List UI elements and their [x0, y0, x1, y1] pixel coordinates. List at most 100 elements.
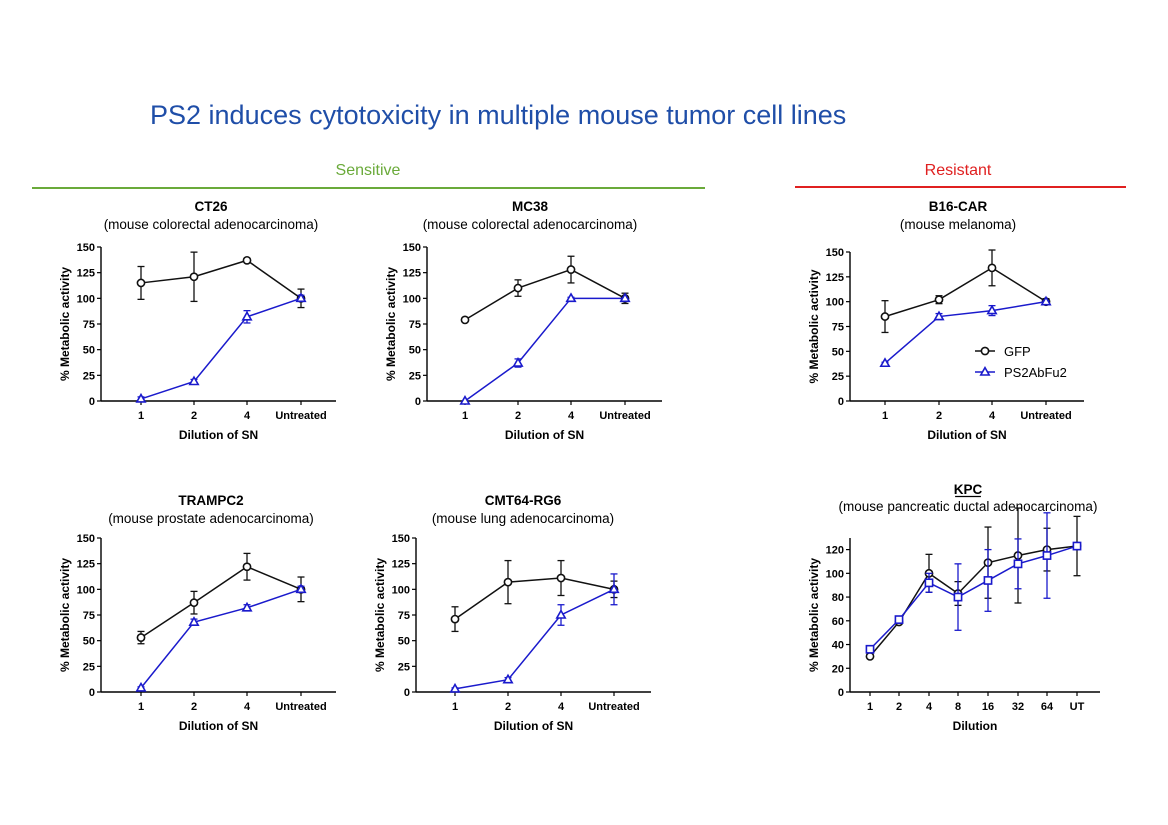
data-point: [555, 608, 567, 619]
data-point: [189, 598, 199, 608]
chart-mc38: MC38(mouse colorectal adenocarcinoma)025…: [384, 199, 662, 442]
slide-title: PS2 induces cytotoxicity in multiple mou…: [150, 100, 846, 130]
x-tick-label: 1: [867, 701, 873, 713]
data-point: [460, 315, 470, 325]
chart-title: B16-CAR: [929, 199, 988, 214]
data-point: [136, 633, 146, 642]
series-gfp: [880, 249, 1051, 334]
data-point: [1040, 295, 1052, 306]
data-point: [513, 283, 523, 293]
x-tick-label: 8: [955, 701, 961, 713]
data-point: [987, 263, 997, 273]
chart-title: CMT64-RG6: [485, 493, 562, 508]
y-tick-label: 0: [838, 396, 844, 408]
chart-title: TRAMPC2: [178, 493, 243, 508]
x-tick-label: 2: [515, 410, 521, 422]
series-line: [140, 588, 302, 689]
y-tick-label: 25: [83, 661, 95, 673]
y-tick-label: 125: [403, 268, 421, 280]
series-line: [464, 268, 626, 321]
series-line: [140, 297, 302, 400]
series-line: [454, 588, 615, 690]
x-tick-label: 2: [896, 701, 902, 713]
data-point: [983, 576, 993, 585]
series-ps2abfu2: [449, 573, 620, 693]
data-point: [295, 292, 307, 303]
chart-ct26: CT26(mouse colorectal adenocarcinoma)025…: [58, 199, 336, 442]
x-tick-label: 2: [191, 410, 197, 422]
legend-ps2-label: PS2AbFu2: [1004, 365, 1067, 380]
x-axis-label: Dilution of SN: [179, 428, 258, 442]
series-gfp: [865, 507, 1082, 661]
y-axis-label: % Metabolic activity: [384, 267, 398, 381]
data-point: [865, 652, 875, 661]
data-point: [512, 356, 524, 367]
chart-subtitle: (mouse lung adenocarcinoma): [432, 511, 614, 526]
y-axis-label: % Metabolic activity: [58, 267, 72, 381]
series-line: [869, 545, 1078, 657]
data-point: [565, 292, 577, 303]
x-tick-label: 1: [882, 410, 888, 422]
x-tick-label: 2: [505, 701, 511, 713]
data-point: [188, 616, 200, 626]
y-tick-label: 120: [826, 545, 844, 557]
x-tick-label: 32: [1012, 701, 1024, 713]
y-tick-label: 150: [77, 242, 95, 254]
data-point: [953, 592, 963, 602]
data-point: [865, 644, 875, 654]
x-tick-label: Untreated: [588, 701, 639, 713]
x-tick-label: 4: [926, 701, 933, 713]
x-tick-label: 1: [452, 701, 458, 713]
section-label-resistant: Resistant: [925, 162, 992, 179]
series-line: [140, 565, 302, 639]
x-tick-label: 1: [462, 410, 468, 422]
y-tick-label: 25: [832, 371, 844, 383]
y-tick-label: 0: [89, 687, 95, 699]
data-point: [934, 295, 944, 305]
y-tick-label: 100: [392, 584, 410, 596]
data-point: [449, 682, 461, 693]
y-tick-label: 25: [409, 370, 421, 382]
y-tick-label: 125: [826, 272, 844, 284]
x-tick-label: Untreated: [275, 410, 326, 422]
data-point: [503, 577, 513, 587]
data-point: [459, 394, 471, 405]
data-point: [189, 272, 199, 282]
y-tick-label: 150: [403, 242, 421, 254]
data-point: [241, 601, 253, 612]
data-point: [242, 255, 252, 265]
series-ps2abfu2: [459, 292, 631, 405]
legend-gfp-marker: [980, 346, 990, 356]
data-point: [1072, 541, 1082, 551]
chart-subtitle: (mouse pancreatic ductal adenocarcinoma): [839, 499, 1098, 514]
x-tick-label: 4: [558, 701, 565, 713]
y-tick-label: 100: [826, 568, 844, 580]
series-line: [140, 259, 302, 299]
y-tick-label: 40: [832, 640, 844, 652]
x-tick-label: 64: [1041, 701, 1054, 713]
x-axis-label: Dilution of SN: [494, 719, 573, 733]
y-tick-label: 0: [89, 396, 95, 408]
chart-b16car: B16-CAR (mouse melanoma) 0 25 50 75 100 125 150 1…: [807, 199, 1084, 442]
y-tick-label: 25: [83, 370, 95, 382]
chart-subtitle: (mouse melanoma): [900, 217, 1016, 232]
y-tick-label: 50: [409, 345, 421, 357]
series-ps2abfu2: [879, 295, 1052, 368]
data-point: [880, 312, 890, 321]
y-tick-label: 125: [77, 559, 95, 571]
y-tick-label: 150: [77, 533, 95, 545]
y-tick-label: 0: [404, 687, 410, 699]
y-tick-label: 50: [83, 345, 95, 357]
data-point: [894, 615, 904, 625]
series-ps2abfu2: [135, 583, 307, 692]
series-line: [884, 267, 1047, 318]
y-tick-label: 150: [392, 533, 410, 545]
data-point: [135, 681, 147, 692]
chart-title: KPC: [954, 482, 983, 497]
data-point: [879, 357, 891, 368]
y-tick-label: 60: [832, 616, 844, 628]
series-line: [464, 297, 625, 402]
data-point: [242, 562, 252, 572]
section-label-sensitive: Sensitive: [336, 162, 401, 179]
